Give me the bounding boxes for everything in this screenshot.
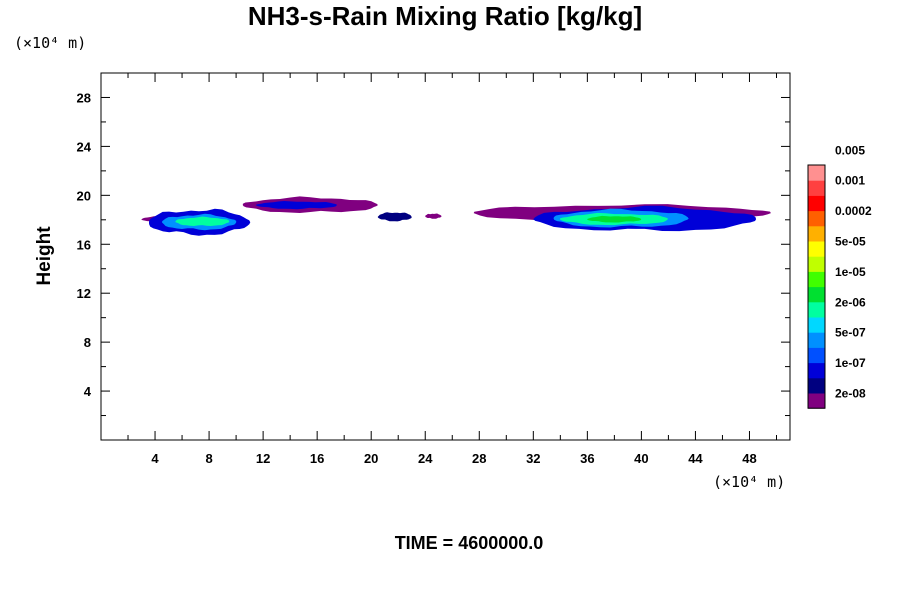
y-unit-label: (×10⁴ m) (14, 34, 86, 52)
colorbar-swatch (808, 377, 825, 394)
colorbar-label: 5e-07 (835, 326, 866, 340)
colorbar-swatch (808, 241, 825, 257)
colorbar-frame (807, 164, 826, 409)
colorbar-swatch (808, 271, 825, 288)
x-tick-label: 48 (742, 451, 756, 466)
plot-background (101, 73, 790, 440)
y-tick-label: 20 (77, 188, 91, 203)
y-tick-label: 28 (77, 90, 91, 105)
chart-title: NH3-s-Rain Mixing Ratio [kg/kg] (248, 1, 642, 31)
y-tick-label: 8 (84, 335, 91, 350)
colorbar-swatch (808, 165, 825, 181)
contour-region (425, 213, 442, 219)
y-tick-label: 12 (77, 286, 91, 301)
time-label: TIME = 4600000.0 (395, 533, 544, 553)
colorbar-swatch (808, 347, 825, 364)
y-tick-label: 16 (77, 237, 91, 252)
plot-frame (100, 72, 791, 441)
colorbar-swatch (808, 286, 825, 303)
colorbar-label: 0.001 (835, 174, 865, 188)
contour-region (587, 215, 642, 223)
x-tick-label: 8 (205, 451, 212, 466)
colorbar-swatch (808, 393, 825, 409)
colorbar-label: 5e-05 (835, 235, 866, 249)
x-tick-label: 40 (634, 451, 648, 466)
contour-regions (141, 196, 771, 236)
colorbar-swatch (808, 195, 825, 212)
y-tick-label: 24 (77, 139, 92, 154)
x-tick-label: 36 (580, 451, 594, 466)
x-unit-label: (×10⁴ m) (713, 473, 785, 491)
colorbar-swatch (808, 317, 825, 333)
colorbar-label: 0.0002 (835, 204, 872, 218)
colorbar-label: 1e-07 (835, 356, 866, 370)
contour-region (175, 216, 230, 226)
colorbar-swatch (808, 362, 825, 379)
x-tick-label: 28 (472, 451, 486, 466)
colorbar-label: 0.005 (835, 143, 865, 157)
colorbar-swatch (808, 225, 825, 242)
colorbar-label: 1e-05 (835, 265, 866, 279)
colorbar-swatch (808, 332, 825, 348)
x-tick-label: 12 (256, 451, 270, 466)
y-tick-label: 4 (84, 384, 92, 399)
x-tick-label: 24 (418, 451, 433, 466)
colorbar-swatch (808, 180, 825, 196)
x-tick-label: 4 (151, 451, 159, 466)
contour-region (255, 201, 337, 210)
x-tick-label: 44 (688, 451, 703, 466)
colorbar: 2e-08 1e-07 5e-07 2e-06 1e-05 5e-05 0.0002 0.00… (807, 143, 872, 409)
colorbar-swatch (808, 301, 825, 318)
x-tick-label: 32 (526, 451, 540, 466)
y-axis-title: Height (34, 226, 55, 286)
colorbar-swatch (808, 210, 825, 227)
x-tick-label: 20 (364, 451, 378, 466)
colorbar-swatch (808, 256, 825, 272)
colorbar-label: 2e-06 (835, 295, 866, 309)
x-tick-label: 16 (310, 451, 324, 466)
colorbar-label: 2e-08 (835, 387, 866, 401)
contour-region (377, 212, 412, 222)
